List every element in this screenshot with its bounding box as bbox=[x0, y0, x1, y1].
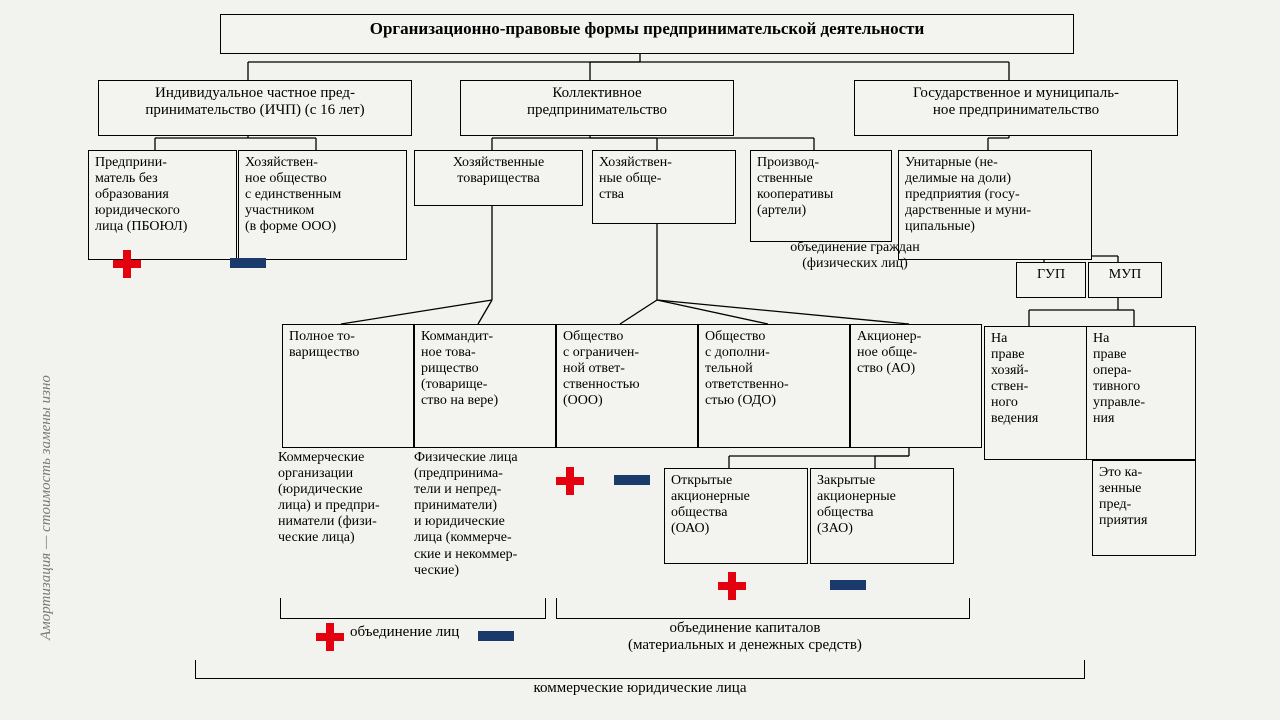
label-poln_note: Коммерческиеорганизации(юридическиелица)… bbox=[278, 450, 408, 547]
plus-icon bbox=[556, 467, 584, 495]
plus-icon bbox=[113, 250, 141, 278]
node-gup: ГУП bbox=[1016, 262, 1086, 298]
minus-icon bbox=[230, 258, 266, 268]
bracket bbox=[280, 598, 546, 619]
node-pboyul: Предприни-матель безобразованияюридическ… bbox=[88, 150, 237, 260]
bracket bbox=[556, 598, 970, 619]
label-coop_note: объединение граждан(физических лиц) bbox=[760, 240, 950, 272]
minus-icon bbox=[830, 580, 866, 590]
node-coop: Производ-ственныекооперативы(артели) bbox=[750, 150, 892, 242]
node-obsh: Хозяйствен-ные обще-ства bbox=[592, 150, 736, 224]
node-oao: Открытыеакционерныеобщества(ОАО) bbox=[664, 468, 808, 564]
node-mup: МУП bbox=[1088, 262, 1162, 298]
ghost-margin-text: Амортизация — стоимость замены изно bbox=[38, 40, 55, 640]
node-kaz: Это ка-зенныепред-приятия bbox=[1092, 460, 1196, 556]
label-kap: объединение капиталов(материальных и ден… bbox=[580, 620, 910, 655]
node-hoz: Направехозяй-ствен-ноговедения bbox=[984, 326, 1088, 460]
plus-icon bbox=[718, 572, 746, 600]
minus-icon bbox=[614, 475, 650, 485]
node-komm: Коммандит-ное това-рищество(товарище-ств… bbox=[414, 324, 556, 448]
label-all: коммерческие юридические лица bbox=[480, 680, 800, 697]
node-ooo_single: Хозяйствен-ное обществос единственнымуча… bbox=[238, 150, 407, 260]
node-oper: Направеопера-тивногоуправле-ния bbox=[1086, 326, 1196, 460]
bracket bbox=[195, 660, 1085, 679]
node-ao: Акционер-ное обще-ство (АО) bbox=[850, 324, 982, 448]
node-koll: Коллективноепредпринимательство bbox=[460, 80, 734, 136]
minus-icon bbox=[478, 631, 514, 641]
node-ichp: Индивидуальное частное пред-принимательс… bbox=[98, 80, 412, 136]
node-title: Организационно-правовые формы предприним… bbox=[220, 14, 1074, 54]
node-poln: Полное то-варищество bbox=[282, 324, 414, 448]
node-ooo: Обществос ограничен-ной ответ-ственность… bbox=[556, 324, 698, 448]
node-zao: Закрытыеакционерныеобщества(ЗАО) bbox=[810, 468, 954, 564]
node-gos: Государственное и муниципаль-ное предпри… bbox=[854, 80, 1178, 136]
plus-icon bbox=[316, 623, 344, 651]
node-tov: Хозяйственныетоварищества bbox=[414, 150, 583, 206]
node-odo: Обществос дополни-тельнойответственно-ст… bbox=[698, 324, 850, 448]
label-komm_note: Физические лица(предпринима-тели и непре… bbox=[414, 450, 554, 579]
